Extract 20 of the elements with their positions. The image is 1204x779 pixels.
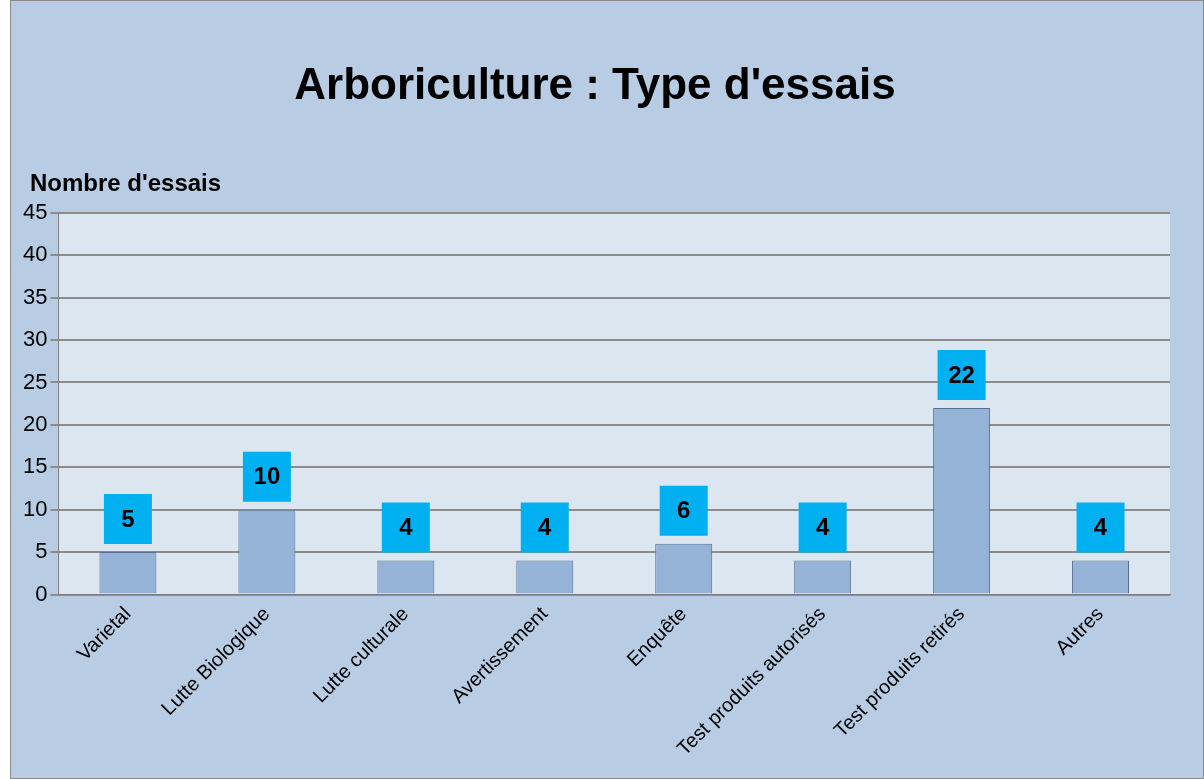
y-tick-label: 35: [22, 283, 48, 309]
data-label: 4: [815, 513, 830, 541]
data-label: 4: [1093, 513, 1108, 541]
data-label: 22: [948, 360, 975, 388]
data-label: 4: [538, 513, 553, 541]
y-tick-label: 25: [22, 368, 48, 394]
y-tick-label: 10: [22, 495, 48, 521]
y-tick-label: 15: [22, 453, 48, 479]
y-tick-label: 40: [22, 241, 48, 267]
y-tick-label: 20: [22, 410, 48, 436]
data-label: 10: [253, 462, 281, 490]
y-tick-label: 0: [35, 580, 48, 606]
data-label: 6: [677, 496, 691, 524]
y-tick-label: 30: [22, 326, 48, 352]
y-axis-title: Nombre d'essais: [30, 169, 222, 197]
y-tick-label: 5: [35, 538, 48, 564]
data-label: 4: [399, 513, 414, 541]
data-label: 5: [121, 504, 135, 532]
chart-title: Arboriculture : Type d'essais: [294, 58, 896, 108]
y-tick-label: 45: [22, 198, 48, 224]
